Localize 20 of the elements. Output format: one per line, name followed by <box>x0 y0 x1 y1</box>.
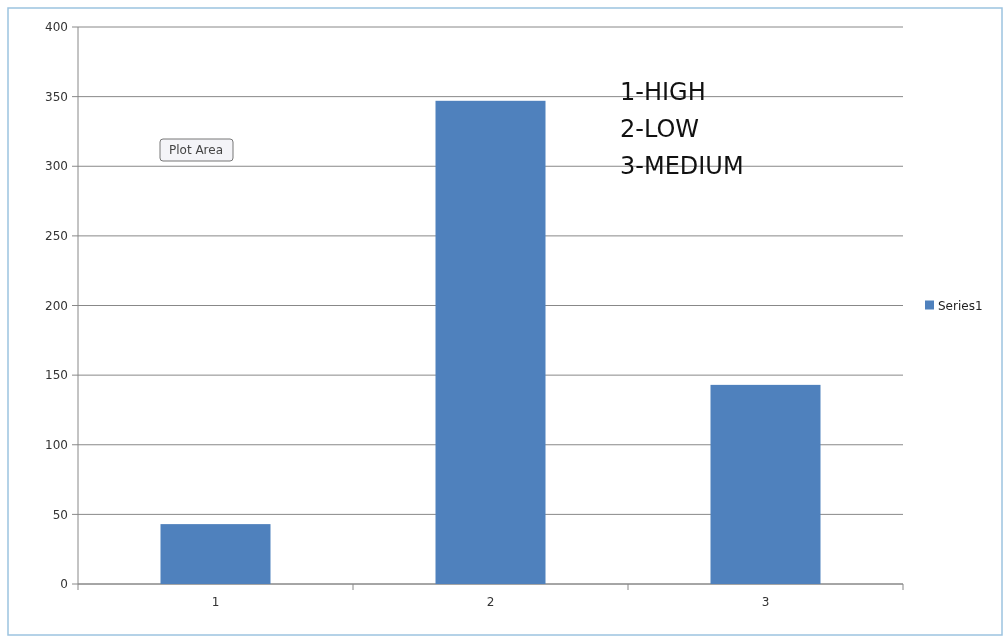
y-tick-label: 400 <box>45 20 68 35</box>
y-tick-label: 150 <box>45 368 68 383</box>
annotation: Plot Area <box>168 143 224 158</box>
annotation: 2-LOW <box>620 115 700 143</box>
annotation: 3-MEDIUM <box>620 152 744 180</box>
x-tick-label: 3 <box>761 595 770 609</box>
bar <box>710 384 821 584</box>
y-tick-label: 350 <box>45 89 68 104</box>
bar <box>160 524 271 584</box>
legend-label: Series1 <box>938 298 983 313</box>
y-tick-label: 0 <box>60 577 68 592</box>
y-tick-label: 100 <box>45 437 68 452</box>
y-tick-label: 300 <box>45 159 68 174</box>
bar <box>435 100 546 584</box>
y-tick-label: 50 <box>52 507 68 522</box>
annotation: 1-HIGH <box>620 78 706 106</box>
y-tick-label: 200 <box>45 298 68 313</box>
x-tick-label: 2 <box>486 595 495 609</box>
y-tick-label: 250 <box>45 229 68 244</box>
x-tick-label: 1 <box>211 595 220 609</box>
